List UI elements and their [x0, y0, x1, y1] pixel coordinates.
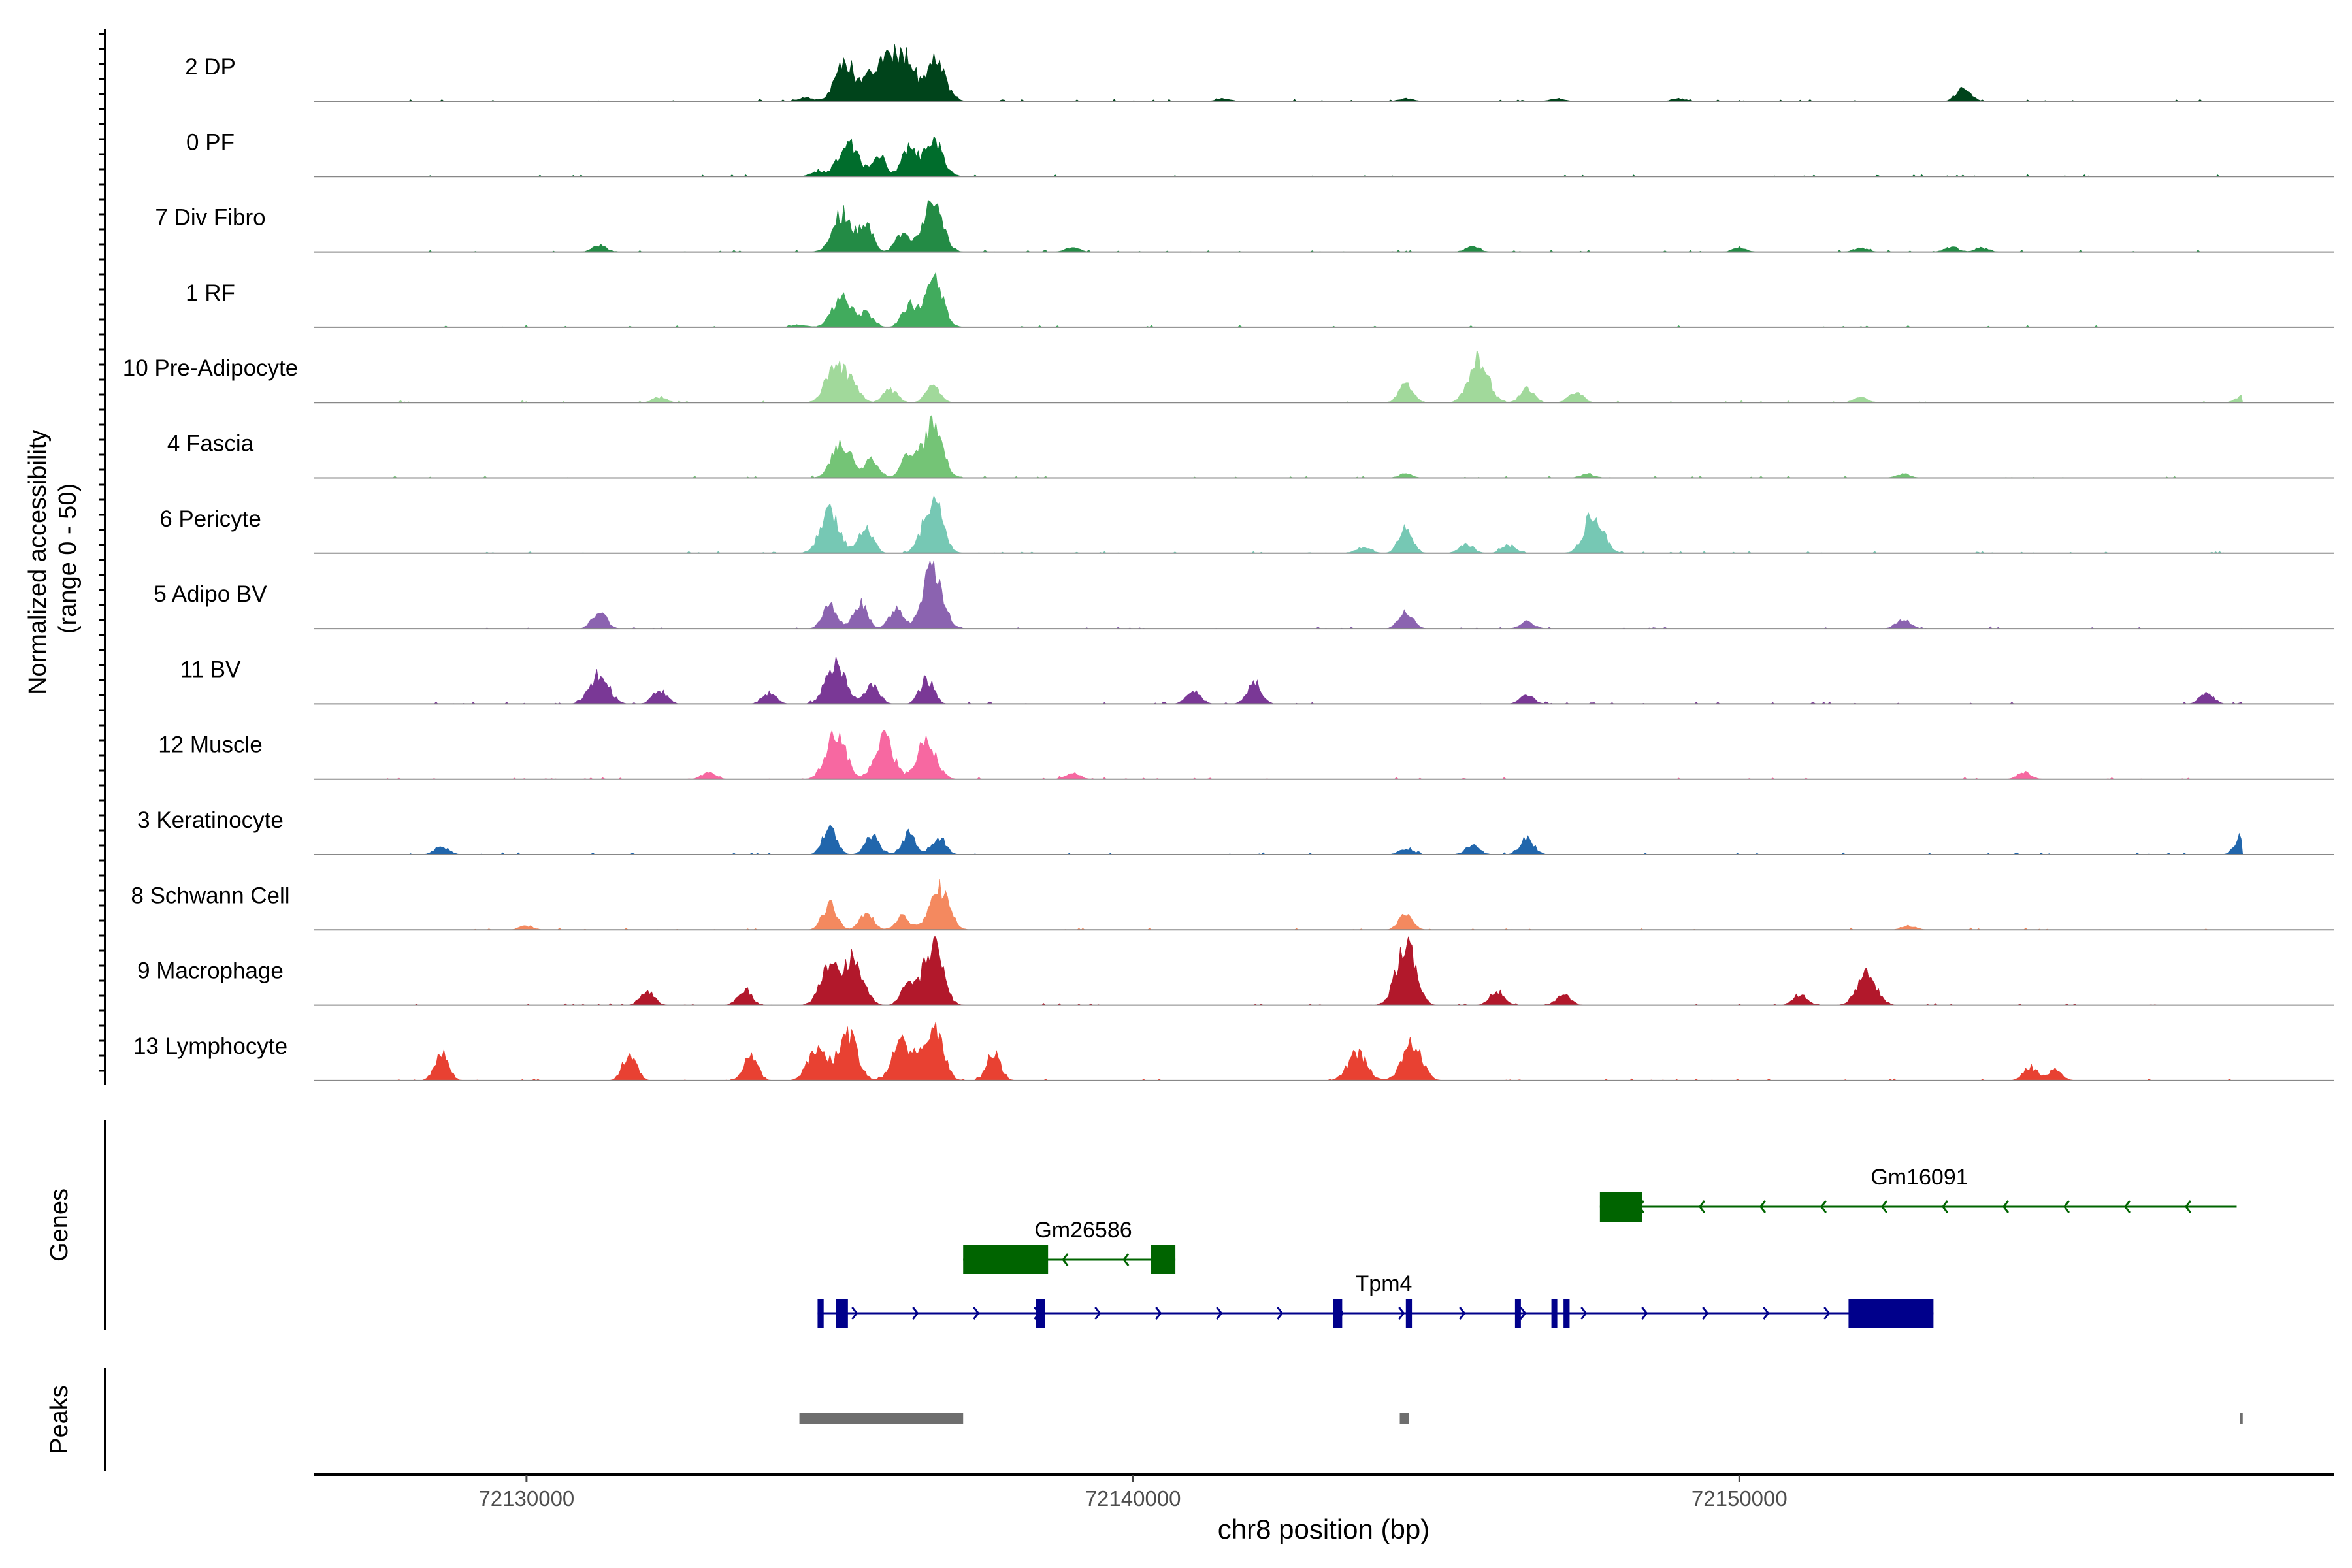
- track-label: 9 Macrophage: [137, 958, 284, 984]
- x-axis-ticks: 72130000 72140000 72150000: [478, 1475, 1788, 1511]
- gene-exon: [963, 1245, 1049, 1274]
- gene-exon: [1036, 1299, 1045, 1328]
- gene-strand-arrow: [1641, 1307, 1648, 1320]
- y-axis-label-line2: (range 0 - 50): [54, 483, 82, 634]
- gene-strand-arrow: [2123, 1200, 2131, 1213]
- gene-strand-arrow: [1398, 1307, 1405, 1320]
- gene-label: Gm26586: [1034, 1218, 1132, 1243]
- gene-gm16091: Gm16091: [1599, 1165, 2237, 1222]
- gene-strand-arrow: [1698, 1200, 1706, 1213]
- gene-exon: [1848, 1299, 1934, 1328]
- gene-strand-arrow: [1941, 1200, 1949, 1213]
- gene-tpm4: Tpm4: [817, 1271, 1934, 1328]
- genes-panel-label: Genes: [46, 1188, 73, 1262]
- coverage-tracks: 2 DP 0 PF 7 Div Fibro 1 RF 10 Pre-Adipocyte 4…: [123, 44, 2334, 1081]
- coverage-y-ticks: [99, 33, 105, 1072]
- x-axis-tick-label: 72130000: [478, 1486, 574, 1511]
- gene-strand-arrow: [1580, 1307, 1588, 1320]
- track-8-schwann-cell: 8 Schwann Cell: [131, 879, 2334, 931]
- track-5-adipo-bv: 5 Adipo BV: [154, 560, 2334, 630]
- gene-strand-arrow: [2184, 1200, 2192, 1213]
- gene-exon: [1551, 1299, 1558, 1328]
- gene-exon: [1151, 1245, 1176, 1274]
- gene-strand-arrow: [1823, 1307, 1831, 1320]
- gene-exon: [836, 1299, 848, 1328]
- gene-exon: [1563, 1299, 1570, 1328]
- gene-strand-arrow: [1277, 1307, 1284, 1320]
- peak-regions: [799, 1413, 2243, 1424]
- track-label: 0 PF: [186, 129, 235, 155]
- gene-exon: [817, 1299, 824, 1328]
- track-0-pf: 0 PF: [186, 129, 2334, 178]
- gene-strand-arrow: [2002, 1200, 2010, 1213]
- gene-strand-arrow: [1520, 1307, 1527, 1320]
- gene-exon: [1405, 1299, 1413, 1328]
- track-13-lymphocyte: 13 Lymphocyte: [133, 1021, 2334, 1081]
- y-axis-label-line1: Normalized accessibility: [24, 430, 52, 694]
- gene-label: Gm16091: [1870, 1165, 1968, 1190]
- gene-strand-arrow: [973, 1307, 980, 1320]
- gene-strand-arrow: [2063, 1200, 2070, 1213]
- gene-strand-arrow: [1459, 1307, 1466, 1320]
- gene-strand-arrow: [1216, 1307, 1223, 1320]
- y-axis-label: Normalized accessibility (range 0 - 50): [24, 423, 82, 694]
- gene-exon: [1514, 1299, 1521, 1328]
- gene-strand-arrow: [1062, 1253, 1069, 1266]
- track-label: 11 BV: [180, 657, 241, 682]
- peak-region: [1399, 1413, 1409, 1424]
- track-12-muscle: 12 Muscle: [158, 729, 2334, 780]
- track-10-pre-adipocyte: 10 Pre-Adipocyte: [123, 350, 2334, 404]
- track-11-bv: 11 BV: [180, 656, 2334, 705]
- gene-strand-arrow: [912, 1307, 919, 1320]
- gene-strand-arrow: [1122, 1253, 1130, 1266]
- track-label: 12 Muscle: [158, 732, 263, 758]
- x-axis-tick-label: 72150000: [1691, 1486, 1788, 1511]
- gene-strand-arrow: [1759, 1200, 1767, 1213]
- track-label: 2 DP: [185, 54, 236, 80]
- gene-strand-arrow: [1880, 1200, 1888, 1213]
- peak-region: [799, 1413, 964, 1424]
- gene-strand-arrow: [1820, 1200, 1827, 1213]
- track-label: 3 Keratinocyte: [137, 808, 284, 833]
- gene-exon: [1333, 1299, 1343, 1328]
- gene-annotations: Gm16091 Gm26586 Tpm4: [817, 1165, 2237, 1328]
- gene-strand-arrow: [851, 1307, 858, 1320]
- peaks-panel-label: Peaks: [46, 1385, 73, 1454]
- track-6-pericyte: 6 Pericyte: [159, 494, 2334, 554]
- track-label: 6 Pericyte: [159, 506, 261, 532]
- x-axis-tick-label: 72140000: [1085, 1486, 1181, 1511]
- track-label: 5 Adipo BV: [154, 581, 267, 607]
- track-1-rf: 1 RF: [186, 271, 2334, 328]
- gene-exon: [1599, 1192, 1642, 1222]
- gene-strand-arrow: [1763, 1307, 1770, 1320]
- track-4-fascia: 4 Fascia: [167, 414, 2334, 479]
- track-label: 1 RF: [186, 280, 235, 306]
- gene-gm26586: Gm26586: [963, 1218, 1176, 1274]
- gene-strand-arrow: [1094, 1307, 1102, 1320]
- track-label: 13 Lymphocyte: [133, 1034, 287, 1059]
- gene-strand-arrow: [1702, 1307, 1709, 1320]
- track-label: 10 Pre-Adipocyte: [123, 355, 298, 381]
- track-7-div-fibro: 7 Div Fibro: [155, 199, 2334, 253]
- track-label: 7 Div Fibro: [155, 205, 265, 231]
- gene-strand-arrow: [1155, 1307, 1162, 1320]
- peak-region: [2240, 1413, 2243, 1424]
- track-3-keratinocyte: 3 Keratinocyte: [137, 808, 2334, 855]
- track-label: 8 Schwann Cell: [131, 883, 289, 908]
- track-2-dp: 2 DP: [185, 44, 2334, 102]
- x-axis-label: chr8 position (bp): [1218, 1514, 1430, 1544]
- track-label: 4 Fascia: [167, 431, 254, 457]
- track-9-macrophage: 9 Macrophage: [137, 936, 2334, 1006]
- gene-label: Tpm4: [1356, 1271, 1413, 1296]
